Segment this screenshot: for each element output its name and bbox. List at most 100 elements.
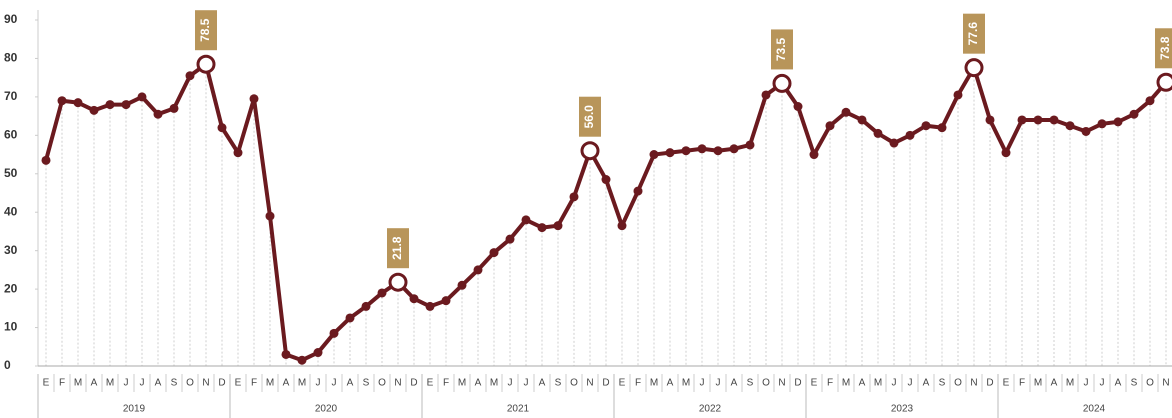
data-point [426,302,435,311]
x-tick-label: E [235,378,242,389]
data-point [90,106,99,115]
x-tick-label: N [970,378,977,389]
data-point [746,140,755,149]
data-point [698,144,707,153]
data-point [714,146,723,155]
y-tick-label: 10 [4,320,18,334]
data-point [794,102,803,111]
data-point [58,96,67,105]
x-tick-label: S [363,378,370,389]
x-tick-label: A [475,378,482,389]
data-point [250,94,259,103]
x-tick-label: M [682,378,690,389]
year-label: 2019 [123,404,146,415]
y-tick-label: 70 [4,89,18,103]
data-point [506,235,515,244]
data-label: 73.5 [774,37,788,61]
data-point [346,313,355,322]
x-tick-label: N [778,378,785,389]
x-tick-label: N [202,378,209,389]
data-point [314,348,323,357]
x-tick-label: M [650,378,658,389]
data-point [634,187,643,196]
x-tick-label: J [140,378,145,389]
x-tick-label: E [427,378,434,389]
data-point [842,108,851,117]
x-tick-label: F [635,378,641,389]
data-point [1082,127,1091,136]
data-point [906,131,915,140]
data-point [106,100,115,109]
data-point [298,356,307,365]
x-tick-label: M [458,378,466,389]
y-tick-label: 60 [4,128,18,142]
x-tick-label: N [586,378,593,389]
x-tick-label: M [842,378,850,389]
chart: 0102030405060708090EFMAMJJASONDEFMAMJJAS… [0,0,1172,418]
x-tick-label: M [490,378,498,389]
data-point [922,121,931,130]
x-tick-label: F [59,378,65,389]
x-tick-label: M [1066,378,1074,389]
x-tick-label: D [602,378,609,389]
data-point [186,71,195,80]
data-point [1066,121,1075,130]
data-point [570,192,579,201]
highlight-point [1158,74,1172,90]
x-tick-label: N [1162,378,1169,389]
x-tick-label: E [1003,378,1010,389]
data-point [282,350,291,359]
x-tick-label: F [827,378,833,389]
data-point [650,150,659,159]
highlight-point [582,143,598,159]
data-point [410,294,419,303]
x-tick-label: M [298,378,306,389]
data-point [666,148,675,157]
x-tick-label: N [394,378,401,389]
x-tick-label: E [43,378,50,389]
x-tick-label: D [794,378,801,389]
year-label: 2022 [699,404,722,415]
x-tick-label: S [555,378,562,389]
data-point [1098,119,1107,128]
data-point [170,104,179,113]
y-tick-label: 50 [4,166,18,180]
data-point [266,212,275,221]
x-tick-label: F [251,378,257,389]
y-tick-label: 80 [4,51,18,65]
highlight-point [198,56,214,72]
highlight-point [390,274,406,290]
data-point [234,148,243,157]
x-tick-label: O [186,378,194,389]
x-tick-label: M [106,378,114,389]
data-point [874,129,883,138]
x-tick-label: J [524,378,529,389]
y-tick-label: 0 [4,358,11,372]
data-point [490,248,499,257]
x-tick-label: J [892,378,897,389]
y-tick-label: 40 [4,204,18,218]
x-tick-label: A [667,378,674,389]
data-point [890,139,899,148]
x-tick-label: A [91,378,98,389]
data-point [218,123,227,132]
year-label: 2021 [507,404,530,415]
highlight-point [774,75,790,91]
year-label: 2023 [891,404,914,415]
x-tick-label: J [908,378,913,389]
x-tick-label: A [859,378,866,389]
x-tick-label: A [155,378,162,389]
data-label: 78.5 [198,18,212,42]
data-point [538,223,547,232]
data-point [826,121,835,130]
x-tick-label: M [874,378,882,389]
data-point [618,221,627,230]
data-point [458,281,467,290]
x-tick-label: J [700,378,705,389]
x-tick-label: O [954,378,962,389]
data-point [442,296,451,305]
x-tick-label: O [762,378,770,389]
x-tick-label: O [1146,378,1154,389]
data-point [138,92,147,101]
data-point [810,150,819,159]
